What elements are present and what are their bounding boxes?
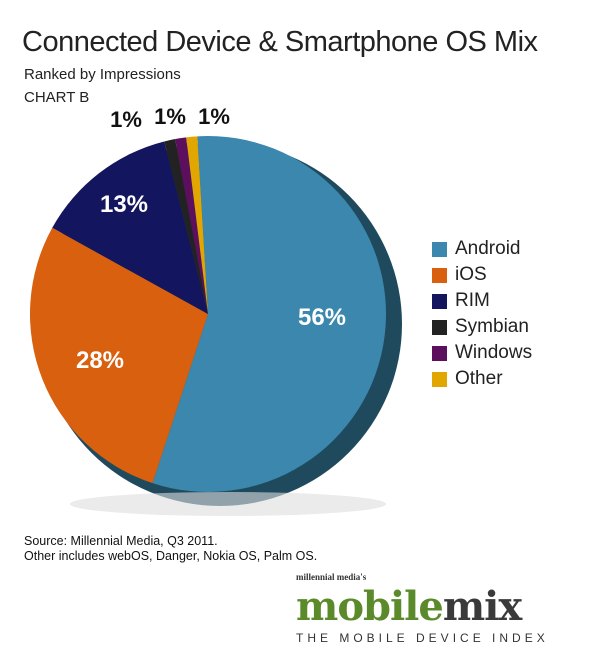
pie-slice-windows (175, 137, 208, 314)
pie-slice-other (186, 136, 208, 314)
chart-title: Connected Device & Smartphone OS Mix (22, 26, 538, 58)
legend: Android iOS RIM Symbian Windows Other (432, 236, 532, 392)
logo-tagline: THE MOBILE DEVICE INDEX (296, 631, 549, 645)
legend-swatch (432, 267, 447, 283)
source-text: Source: Millennial Media, Q3 2011. (24, 534, 218, 548)
legend-item-ios: iOS (432, 262, 532, 288)
legend-swatch (432, 371, 447, 387)
logo-main-a: mobile (296, 583, 444, 630)
legend-label: Other (455, 368, 503, 389)
other-note: Other includes webOS, Danger, Nokia OS, … (24, 549, 318, 563)
pie-shadow (70, 492, 386, 516)
legend-swatch (432, 293, 447, 309)
pie-slice-ios (30, 227, 208, 484)
legend-swatch (432, 345, 447, 361)
legend-label: Android (455, 238, 521, 259)
data-label-other: 1% (198, 104, 230, 129)
logo-main: mobilemix (296, 583, 596, 631)
chart-subtitle: Ranked by Impressions (24, 66, 181, 83)
legend-item-other: Other (432, 366, 532, 392)
logo-small: millennial media's (296, 572, 367, 582)
chart-label: CHART B (24, 89, 90, 106)
legend-label: iOS (455, 264, 487, 285)
data-label-rim: 13% (100, 191, 148, 218)
data-label-windows: 1% (154, 104, 186, 129)
data-label-ios: 28% (76, 347, 124, 374)
pie-slice-symbian (164, 139, 208, 314)
legend-item-rim: RIM (432, 288, 532, 314)
logo-main-b: mix (442, 583, 522, 630)
legend-swatch (432, 319, 447, 335)
data-label-android: 56% (298, 304, 346, 331)
legend-label: RIM (455, 290, 490, 311)
pie-slice-rim (52, 141, 209, 314)
legend-label: Windows (455, 342, 533, 363)
mobilemix-logo: millennial media's mobilemix THE MOBILE … (296, 572, 596, 645)
legend-item-symbian: Symbian (432, 314, 532, 340)
legend-item-android: Android (432, 236, 532, 262)
source-note: Source: Millennial Media, Q3 2011. Other… (24, 534, 317, 564)
pie-slice-android (152, 136, 386, 492)
legend-swatch (432, 241, 447, 257)
data-label-symbian: 1% (110, 107, 142, 132)
legend-item-windows: Windows (432, 340, 532, 366)
legend-label: Symbian (455, 316, 529, 337)
